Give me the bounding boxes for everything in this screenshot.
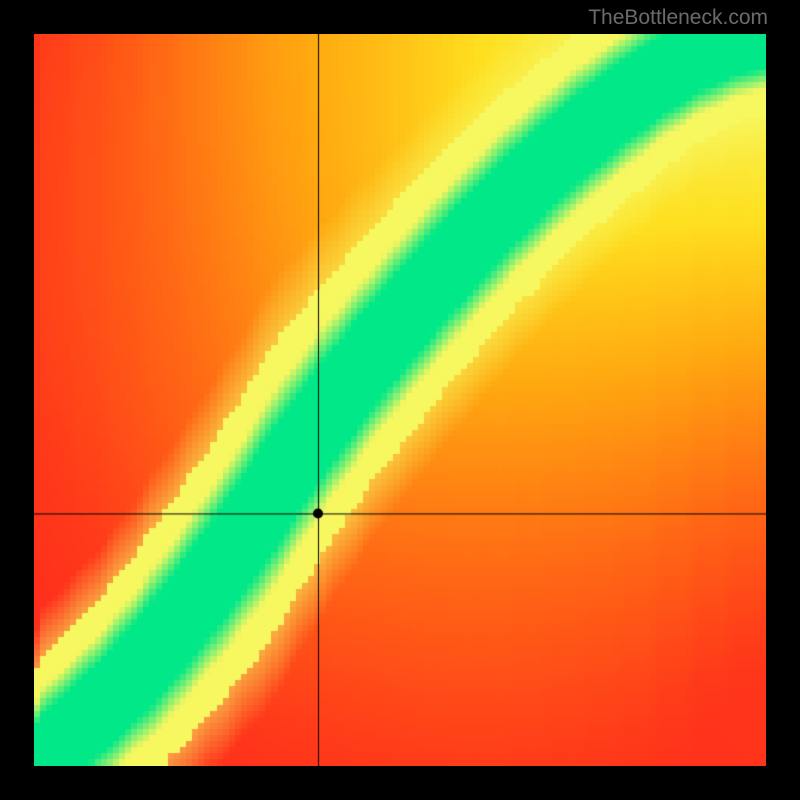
chart-container: { "watermark": { "text": "TheBottleneck.… <box>0 0 800 800</box>
watermark-text: TheBottleneck.com <box>588 6 768 30</box>
heatmap-canvas <box>34 34 766 766</box>
plot-frame <box>34 34 766 766</box>
